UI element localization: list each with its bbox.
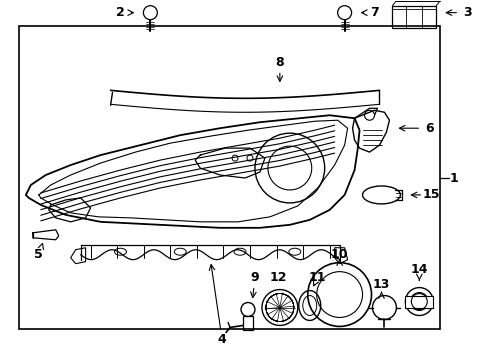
Text: 12: 12 (269, 271, 287, 284)
Text: 14: 14 (411, 263, 428, 276)
Text: 6: 6 (425, 122, 434, 135)
Bar (392, 6, 436, 28)
Text: 15: 15 (422, 188, 440, 202)
Polygon shape (26, 115, 360, 228)
Text: 11: 11 (309, 271, 326, 284)
Text: 3: 3 (463, 6, 471, 19)
Bar (19, 26, 440, 329)
Bar (405, 296, 433, 307)
Text: 9: 9 (251, 271, 259, 284)
Text: 7: 7 (370, 6, 379, 19)
Text: 2: 2 (116, 6, 125, 19)
Text: 8: 8 (275, 56, 284, 69)
Text: 13: 13 (373, 278, 390, 291)
Text: 5: 5 (34, 248, 43, 261)
Text: 4: 4 (218, 333, 226, 346)
Text: 1: 1 (450, 171, 459, 185)
Bar (243, 316, 253, 330)
Text: 10: 10 (331, 248, 348, 261)
